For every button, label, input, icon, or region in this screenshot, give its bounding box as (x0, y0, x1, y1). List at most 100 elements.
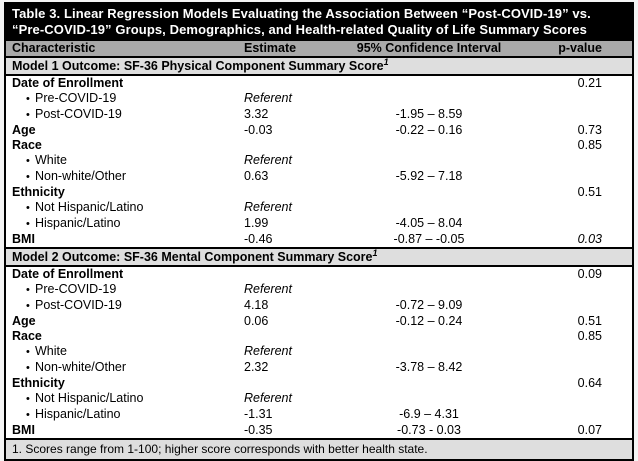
column-header-confidence-interval: 95% Confidence Interval (356, 41, 502, 55)
bullet-icon: • (26, 171, 30, 183)
row-characteristic: • White (12, 153, 67, 169)
row-characteristic-label: Post-COVID-19 (35, 298, 122, 312)
row-characteristic: • Hispanic/Latino (12, 216, 120, 232)
row-characteristic-label: Hispanic/Latino (35, 407, 121, 421)
bullet-icon: • (26, 93, 30, 105)
row-characteristic-cell: • Not Hispanic/Latino (6, 391, 244, 407)
row-characteristic-label: Non-white/Other (35, 360, 127, 374)
bullet-icon: • (26, 346, 30, 358)
row-estimate-value: 0.63 (244, 169, 269, 183)
row-characteristic-cell: • White (6, 153, 244, 169)
row-characteristic-cell: BMI (12, 232, 35, 246)
row-pvalue: 0.09 (577, 267, 602, 281)
table-row: Ethnicity 0.64 (6, 376, 632, 391)
table-row: • White Referent (6, 344, 632, 360)
row-confidence-interval-value: -6.9 – 4.31 (399, 407, 459, 421)
table-row: Ethnicity 0.51 (6, 185, 632, 200)
table-row: • Hispanic/Latino -1.31 -6.9 – 4.31 (6, 407, 632, 423)
table-row: • Not Hispanic/Latino Referent (6, 200, 632, 216)
table-row: • Pre-COVID-19 Referent (6, 282, 632, 298)
row-confidence-interval-value: -0.22 – 0.16 (395, 123, 463, 137)
row-characteristic: • Post-COVID-19 (12, 107, 122, 123)
row-confidence-interval-value: -4.05 – 8.04 (395, 216, 463, 230)
row-estimate-value: Referent (244, 200, 292, 214)
table-row: Date of Enrollment 0.21 (6, 76, 632, 91)
row-estimate-value: -1.31 (244, 407, 273, 421)
section-header-row: Model 1 Outcome: SF-36 Physical Componen… (6, 56, 632, 76)
section-header-superscript: 1 (383, 56, 389, 67)
section-header-row: Model 2 Outcome: SF-36 Mental Component … (6, 247, 632, 267)
table-row: • Pre-COVID-19 Referent (6, 91, 632, 107)
table-row: • Non-white/Other 0.63 -5.92 – 7.18 (6, 169, 632, 185)
row-characteristic: • Not Hispanic/Latino (12, 200, 143, 216)
bullet-icon: • (26, 409, 30, 421)
row-characteristic-cell: • Post-COVID-19 (6, 107, 244, 123)
table-row: Date of Enrollment 0.09 (6, 267, 632, 282)
row-characteristic-cell: • White (6, 344, 244, 360)
bullet-icon: • (26, 300, 30, 312)
row-characteristic-label: Pre-COVID-19 (35, 91, 117, 105)
table-row: • White Referent (6, 153, 632, 169)
row-estimate-value: Referent (244, 282, 292, 296)
row-pvalue: 0.73 (577, 123, 602, 137)
bullet-icon: • (26, 362, 30, 374)
row-characteristic-cell: • Non-white/Other (6, 360, 244, 376)
row-confidence-interval-value: -0.72 – 9.09 (395, 298, 463, 312)
row-characteristic-cell: Age (12, 123, 36, 137)
row-characteristic-label: Non-white/Other (35, 169, 127, 183)
row-characteristic-cell: Ethnicity (12, 185, 65, 199)
row-characteristic: • Not Hispanic/Latino (12, 391, 143, 407)
row-characteristic-cell: Race (12, 329, 42, 343)
row-estimate-value: 3.32 (244, 107, 269, 121)
bullet-icon: • (26, 393, 30, 405)
row-estimate-value: Referent (244, 391, 292, 405)
section-header-superscript: 1 (372, 247, 378, 258)
column-header-estimate: Estimate (244, 41, 297, 55)
row-estimate-value: 4.18 (244, 298, 269, 312)
table-row: BMI -0.46 -0.87 – -0.05 0.03 (6, 232, 632, 247)
row-characteristic-cell: Ethnicity (12, 376, 65, 390)
row-characteristic-cell: Date of Enrollment (12, 76, 124, 90)
row-characteristic: • Hispanic/Latino (12, 407, 120, 423)
row-characteristic-label: White (35, 344, 67, 358)
row-characteristic-cell: • Hispanic/Latino (6, 407, 244, 423)
row-pvalue: 0.85 (577, 138, 602, 152)
row-pvalue: 0.85 (577, 329, 602, 343)
bullet-icon: • (26, 202, 30, 214)
row-confidence-interval-value: -0.87 – -0.05 (393, 232, 465, 246)
table-row: • Non-white/Other 2.32 -3.78 – 8.42 (6, 360, 632, 376)
row-characteristic-cell: Date of Enrollment (12, 267, 124, 281)
table-row: • Not Hispanic/Latino Referent (6, 391, 632, 407)
row-pvalue: 0.07 (577, 423, 602, 437)
row-characteristic-label: Not Hispanic/Latino (35, 391, 144, 405)
row-confidence-interval-value: -0.12 – 0.24 (395, 314, 463, 328)
table-body: Model 1 Outcome: SF-36 Physical Componen… (6, 56, 632, 438)
row-characteristic-cell: • Pre-COVID-19 (6, 282, 244, 298)
row-estimate-value: Referent (244, 153, 292, 167)
row-confidence-interval-value: -3.78 – 8.42 (395, 360, 463, 374)
table-row: Race 0.85 (6, 329, 632, 344)
row-estimate-value: Referent (244, 344, 292, 358)
row-characteristic: • White (12, 344, 67, 360)
row-estimate-value: 2.32 (244, 360, 269, 374)
row-characteristic-label: Hispanic/Latino (35, 216, 121, 230)
column-header-row: Characteristic Estimate 95% Confidence I… (6, 41, 632, 58)
regression-results-table: Table 3. Linear Regression Models Evalua… (4, 2, 634, 461)
section-header-label: Model 2 Outcome: SF-36 Mental Component … (12, 250, 373, 264)
row-estimate-value: -0.35 (244, 423, 273, 437)
section-header-label: Model 1 Outcome: SF-36 Physical Componen… (12, 59, 384, 73)
row-pvalue: 0.51 (577, 314, 602, 328)
row-characteristic: • Post-COVID-19 (12, 298, 122, 314)
row-characteristic-cell: BMI (12, 423, 35, 437)
column-header-pvalue: p-value (558, 41, 602, 55)
table-row: • Hispanic/Latino 1.99 -4.05 – 8.04 (6, 216, 632, 232)
row-characteristic-label: Pre-COVID-19 (35, 282, 117, 296)
row-estimate-value: -0.46 (244, 232, 273, 246)
table-row: Age 0.06 -0.12 – 0.24 0.51 (6, 314, 632, 329)
column-header-characteristic: Characteristic (12, 41, 96, 55)
row-characteristic-label: Post-COVID-19 (35, 107, 122, 121)
row-characteristic-label: White (35, 153, 67, 167)
row-characteristic-cell: • Not Hispanic/Latino (6, 200, 244, 216)
bullet-icon: • (26, 218, 30, 230)
table-row: • Post-COVID-19 3.32 -1.95 – 8.59 (6, 107, 632, 123)
